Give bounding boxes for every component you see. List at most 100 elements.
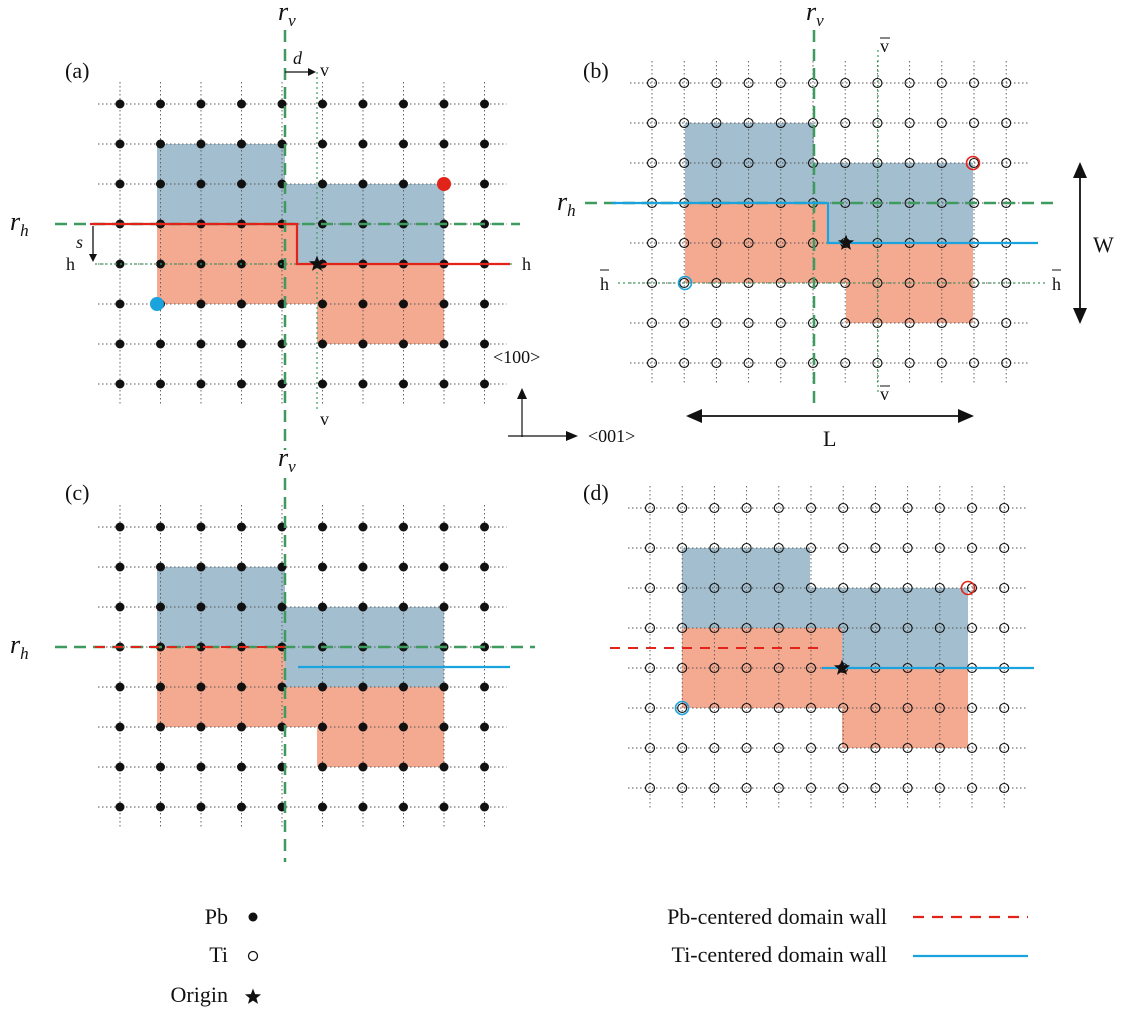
panel-c-pb-atom (480, 802, 489, 812)
panel-a-pb-atom (439, 99, 449, 109)
panel-c-pb-atom (277, 602, 287, 612)
legend-ti-icon (247, 950, 259, 962)
panel-d-ti-atom (773, 782, 784, 794)
panel-d-ti-atom (999, 702, 1010, 714)
dir-100-arrowhead (517, 388, 527, 399)
panel-d-ti-atom (677, 502, 688, 514)
panel-c-pb-atom (115, 522, 125, 532)
dir-100-label: <100> (493, 347, 540, 367)
panel-d-ti-atom (902, 742, 913, 754)
panel-a-d-label: d (293, 48, 303, 68)
panel-c-pb-atom (237, 762, 246, 772)
panel-d-ti-atom (773, 742, 784, 754)
panel-a-rh-label: rh (10, 207, 29, 240)
panel-d-ti-atom (709, 702, 720, 714)
panel-b-origin-star (837, 234, 855, 250)
panel-d-ti-atom (999, 542, 1010, 554)
panel-d-ti-atom (677, 782, 688, 794)
panel-d-ti-atom (644, 702, 656, 714)
panel-b-W-label: W (1093, 232, 1114, 257)
panel-d-ti-atom (902, 622, 913, 634)
panel-a-pb-atom (156, 139, 165, 149)
panel-a-pb-atom (399, 379, 408, 389)
panel-a-h-right-label: h (522, 254, 531, 274)
panel-d-ti-atom (805, 582, 817, 594)
panel-a-pb-atom (237, 299, 246, 309)
panel-b-ti-atom (904, 157, 915, 169)
panel-c-pb-atom (439, 522, 449, 532)
panel-a-pb-atom (318, 299, 327, 309)
panel-c-pb-atom (237, 562, 246, 572)
panel-b-ti-atom (775, 357, 786, 369)
panel-a-pb-atom (480, 139, 489, 149)
panel-d-ti-atom (741, 542, 752, 554)
panel-d-ti-atom (999, 622, 1010, 634)
panel-c-pb-atom (318, 762, 327, 772)
panel-d-ti-atom (999, 742, 1010, 754)
panel-d-ti-atom (838, 542, 849, 554)
panel-c-pb-atom (358, 762, 368, 772)
panel-a-pb-atom (237, 339, 246, 349)
panel-a-pb-atom (196, 179, 206, 189)
panel-d-ti-atom (677, 622, 688, 634)
panel-c-pb-atom (358, 602, 368, 612)
panel-b-ti-atom (904, 77, 915, 89)
panel-c-pb-atom (358, 522, 368, 532)
panel-d-ti-atom (741, 582, 752, 594)
panel-b-ti-atom (872, 117, 883, 129)
panel-c-pb-atom (399, 562, 408, 572)
panel-a-orange-domain (157, 224, 444, 344)
panel-c: (c) rv rh (10, 443, 535, 862)
panel-b-ti-atom (743, 117, 754, 129)
panel-a-pb-atom (480, 99, 489, 109)
panel-d-ti-atom (870, 542, 881, 554)
panel-a-pb-atom (480, 379, 489, 389)
panel-b-ti-atom (679, 357, 690, 369)
panel-d-ti-atom (677, 702, 688, 714)
panel-b-ti-atom (1001, 77, 1012, 89)
panel-d-ti-atom (677, 742, 688, 754)
panel-d-ti-atom (838, 742, 849, 754)
panel-b-hbar-right-label: h (1052, 274, 1061, 294)
panel-d-ti-atom (741, 662, 752, 674)
panel-d-ti-atom (870, 742, 881, 754)
panel-d-ti-atom (709, 782, 720, 794)
panel-c-pb-atom (358, 722, 368, 732)
panel-b-ti-atom (711, 157, 722, 169)
panel-d-ti-atom (934, 742, 945, 754)
panel-d-ti-atom (773, 582, 784, 594)
panel-a-red-site (437, 177, 451, 191)
panel-a-pb-atom (399, 339, 408, 349)
panel-b-blue-site (677, 275, 693, 291)
panel-c-pb-atom (156, 522, 165, 532)
panel-c-pb-atom (196, 722, 206, 732)
panel-c-rh-label: rh (10, 630, 29, 663)
panel-d-ti-atom (934, 622, 945, 634)
panel-b-ti-atom (711, 317, 722, 329)
panel-b-ti-atom (872, 317, 883, 329)
panel-b-label: (b) (583, 58, 609, 83)
panel-c-pb-atom (480, 682, 489, 692)
panel-d-ti-atom (838, 702, 849, 714)
panel-d-ti-atom (644, 542, 656, 554)
panel-b-ti-atom (872, 77, 883, 89)
panel-b-ti-atom (679, 117, 690, 129)
panel-c-pb-atom (196, 602, 206, 612)
legend-pb-icon (248, 912, 258, 922)
panel-c-pb-atom (237, 602, 246, 612)
panel-d-ti-atom (677, 582, 688, 594)
panel-a-origin-star (308, 255, 326, 271)
panel-d-ti-atom (709, 662, 720, 674)
panel-c-pb-atom (439, 682, 449, 692)
panel-d-ti-atom (966, 782, 978, 794)
dir-001-arrowhead (566, 431, 578, 441)
panel-a-pb-atom (115, 339, 125, 349)
panel-c-pb-atom (399, 602, 408, 612)
panel-d-ti-atom (966, 702, 978, 714)
panel-b-ti-atom (775, 117, 786, 129)
panel-b-rh-label: rh (557, 187, 576, 220)
panel-c-pb-atom (318, 802, 327, 812)
legend-pb-wall-label: Pb-centered domain wall (667, 904, 887, 929)
panel-c-pb-atom (196, 682, 206, 692)
panel-c-pb-atom (399, 722, 408, 732)
